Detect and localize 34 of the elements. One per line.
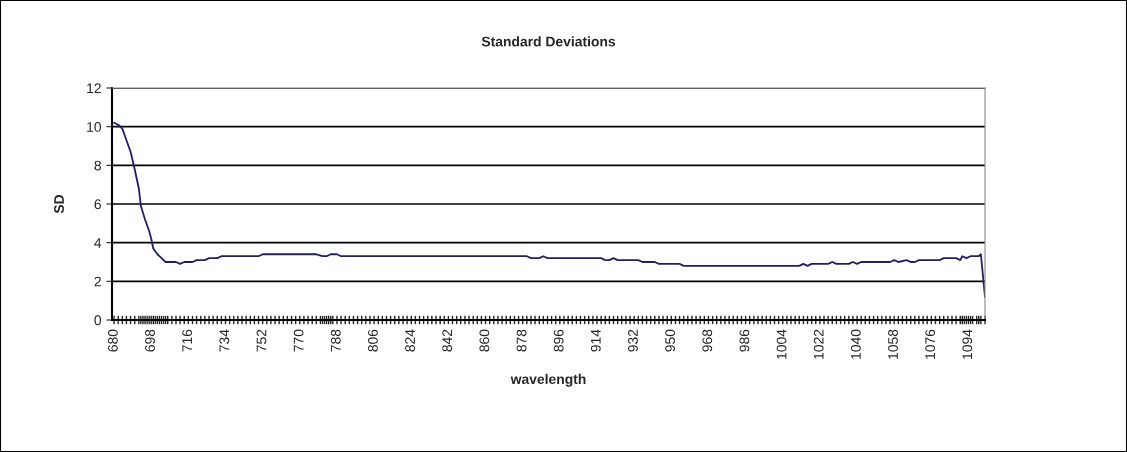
x-tick-label: 752 — [256, 329, 267, 352]
y-tick-label: 0 — [94, 315, 102, 326]
x-tick-label: 1022 — [813, 329, 824, 359]
x-tick-label: 806 — [368, 329, 378, 352]
x-tick-label: 824 — [405, 329, 415, 352]
y-tick-label: 4 — [94, 238, 102, 248]
y-tick-label: 8 — [94, 160, 101, 171]
x-axis-title: wavelength — [510, 373, 586, 387]
x-tick-label: 698 — [145, 329, 155, 352]
x-tick-label: 1004 — [776, 329, 787, 359]
x-tick-label: 896 — [553, 329, 564, 352]
x-tick-label: 860 — [479, 329, 490, 352]
x-tick-label: 1076 — [925, 329, 936, 359]
x-tick-label: 716 — [182, 329, 193, 352]
x-tick-label: 788 — [330, 329, 341, 352]
y-axis-title: SD — [54, 194, 64, 214]
x-tick-label: 734 — [219, 329, 230, 352]
x-tick-label: 1094 — [962, 329, 973, 359]
x-tick-label: 932 — [628, 329, 638, 352]
x-tick-label: 950 — [665, 329, 676, 352]
x-tick-label: 770 — [293, 329, 304, 352]
x-tick-label: 680 — [107, 329, 118, 352]
x-tick-label: 914 — [590, 329, 601, 352]
chart-title: Standard Deviations — [481, 36, 616, 47]
y-tick-label: 10 — [87, 122, 102, 132]
x-tick-label: 1058 — [888, 329, 898, 359]
y-tick-label: 12 — [87, 83, 101, 94]
x-tick-label: 968 — [702, 329, 713, 352]
x-tick-label: 878 — [516, 329, 527, 352]
y-tick-label: 2 — [94, 276, 101, 287]
x-tick-label: 1040 — [850, 329, 861, 359]
x-tick-label: 842 — [442, 329, 453, 352]
x-tick-label: 986 — [739, 329, 750, 352]
y-tick-label: 6 — [94, 199, 101, 210]
